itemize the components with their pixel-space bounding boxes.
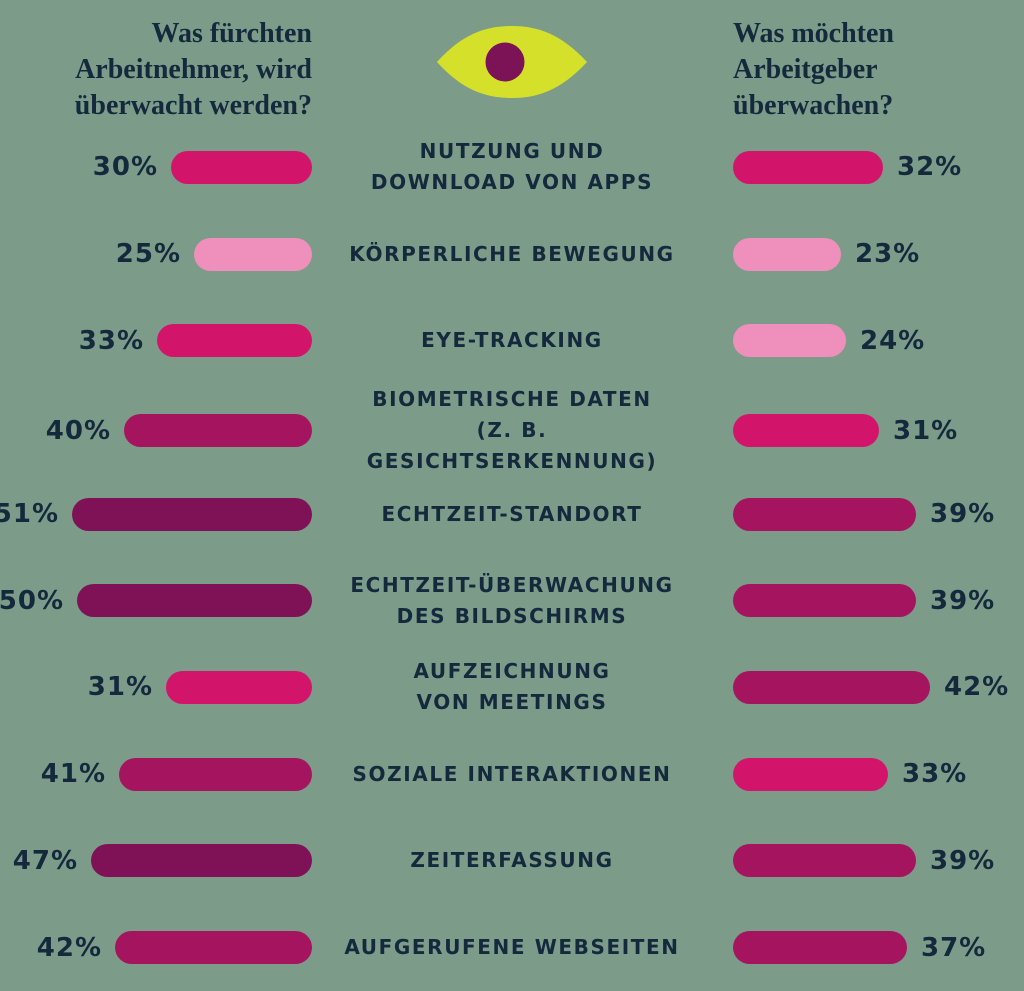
fear-bar [119, 757, 312, 791]
category-cell: KÖRPERLICHE BEWEGUNG [340, 239, 684, 270]
fear-cell: 42% [0, 931, 340, 965]
category-cell: ECHTZEIT-STANDORT [340, 499, 684, 530]
want-bar [733, 844, 916, 878]
fear-value-label: 50% [0, 585, 64, 616]
category-cell: AUFZEICHNUNG VON MEETINGS [340, 656, 684, 718]
fear-value-label: 42% [36, 932, 102, 963]
fear-bar [77, 584, 312, 618]
fear-value-label: 40% [45, 415, 111, 446]
fear-cell: 50% [0, 584, 340, 618]
eye-pupil [485, 42, 525, 82]
chart-row: 42% AUFGERUFENE WEBSEITEN 37% [0, 904, 1024, 991]
want-value-label: 37% [921, 932, 987, 963]
category-cell: NUTZUNG UND DOWNLOAD VON APPS [340, 136, 684, 198]
want-bar [733, 324, 846, 358]
want-bar [733, 237, 841, 271]
want-value-label: 39% [930, 845, 996, 876]
want-bar [733, 931, 907, 965]
fear-cell: 47% [0, 844, 340, 878]
want-value-label: 33% [902, 759, 968, 790]
fear-value-label: 41% [40, 759, 106, 790]
category-label: KÖRPERLICHE BEWEGUNG [349, 241, 675, 266]
chart-header: Was fürchten Arbeitnehmer, wird überwach… [0, 0, 1024, 124]
fear-bar [115, 931, 312, 965]
category-label: SOZIALE INTERAKTIONEN [352, 761, 672, 786]
want-value-label: 32% [897, 152, 963, 183]
category-cell: ECHTZEIT-ÜBERWACHUNG DES BILDSCHIRMS [340, 570, 684, 632]
chart-row: 41% SOZIALE INTERAKTIONEN 33% [0, 731, 1024, 818]
want-value-label: 24% [860, 325, 926, 356]
want-cell: 42% [684, 670, 1024, 704]
want-value-label: 39% [930, 499, 996, 530]
category-label: BIOMETRISCHE DATEN (Z. B. GESICHTSERKENN… [366, 387, 658, 474]
fear-value-label: 51% [0, 499, 59, 530]
fear-value-label: 31% [87, 672, 153, 703]
fear-value-label: 33% [78, 325, 144, 356]
category-label: ECHTZEIT-STANDORT [381, 501, 643, 526]
eye-icon-container [340, 16, 684, 101]
chart-row: 25% KÖRPERLICHE BEWEGUNG 23% [0, 211, 1024, 298]
want-cell: 39% [684, 497, 1024, 531]
want-cell: 37% [684, 931, 1024, 965]
want-cell: 32% [684, 150, 1024, 184]
category-label: EYE-TRACKING [421, 328, 603, 353]
want-cell: 31% [684, 414, 1024, 448]
want-cell: 39% [684, 844, 1024, 878]
chart-row: 31% AUFZEICHNUNG VON MEETINGS 42% [0, 644, 1024, 731]
fear-bar [194, 237, 312, 271]
left-series-question: Was fürchten Arbeitnehmer, wird überwach… [74, 18, 312, 121]
fear-bar [171, 150, 312, 184]
fear-bar [157, 324, 312, 358]
chart-rows: 30% NUTZUNG UND DOWNLOAD VON APPS 32% 25… [0, 124, 1024, 991]
fear-cell: 51% [0, 497, 340, 531]
category-label: AUFGERUFENE WEBSEITEN [344, 935, 680, 960]
fear-cell: 31% [0, 670, 340, 704]
chart-row: 30% NUTZUNG UND DOWNLOAD VON APPS 32% [0, 124, 1024, 211]
want-value-label: 39% [930, 585, 996, 616]
want-bar [733, 670, 930, 704]
want-cell: 33% [684, 757, 1024, 791]
want-bar [733, 757, 888, 791]
want-bar [733, 497, 916, 531]
fear-cell: 30% [0, 150, 340, 184]
category-label: NUTZUNG UND DOWNLOAD VON APPS [370, 139, 654, 195]
fear-bar [91, 844, 312, 878]
fear-cell: 40% [0, 414, 340, 448]
right-series-question: Was möchten Arbeitgeber überwachen? [733, 18, 894, 121]
want-bar [733, 150, 883, 184]
category-label: ECHTZEIT-ÜBERWACHUNG DES BILDSCHIRMS [350, 572, 674, 628]
fear-cell: 33% [0, 324, 340, 358]
fear-cell: 25% [0, 237, 340, 271]
fear-value-label: 30% [92, 152, 158, 183]
chart-row: 50% ECHTZEIT-ÜBERWACHUNG DES BILDSCHIRMS… [0, 557, 1024, 644]
want-cell: 23% [684, 237, 1024, 271]
want-cell: 24% [684, 324, 1024, 358]
fear-value-label: 47% [12, 845, 78, 876]
want-value-label: 23% [855, 239, 921, 270]
fear-bar [72, 497, 312, 531]
category-cell: ZEITERFASSUNG [340, 845, 684, 876]
fear-bar [124, 414, 312, 448]
want-bar [733, 584, 916, 618]
want-value-label: 31% [893, 415, 959, 446]
want-cell: 39% [684, 584, 1024, 618]
chart-row: 47% ZEITERFASSUNG 39% [0, 818, 1024, 905]
chart-row: 40% BIOMETRISCHE DATEN (Z. B. GESICHTSER… [0, 384, 1024, 473]
category-cell: EYE-TRACKING [340, 325, 684, 356]
category-cell: AUFGERUFENE WEBSEITEN [340, 932, 684, 963]
category-label: AUFZEICHNUNG VON MEETINGS [413, 659, 611, 715]
want-bar [733, 414, 879, 448]
fear-cell: 41% [0, 757, 340, 791]
category-label: ZEITERFASSUNG [410, 848, 614, 873]
category-cell: BIOMETRISCHE DATEN (Z. B. GESICHTSERKENN… [340, 384, 684, 477]
want-value-label: 42% [944, 672, 1010, 703]
chart-row: 33% EYE-TRACKING 24% [0, 297, 1024, 384]
chart-row: 51% ECHTZEIT-STANDORT 39% [0, 471, 1024, 558]
eye-icon [437, 26, 587, 98]
fear-bar [166, 670, 312, 704]
category-cell: SOZIALE INTERAKTIONEN [340, 759, 684, 790]
fear-value-label: 25% [115, 239, 181, 270]
